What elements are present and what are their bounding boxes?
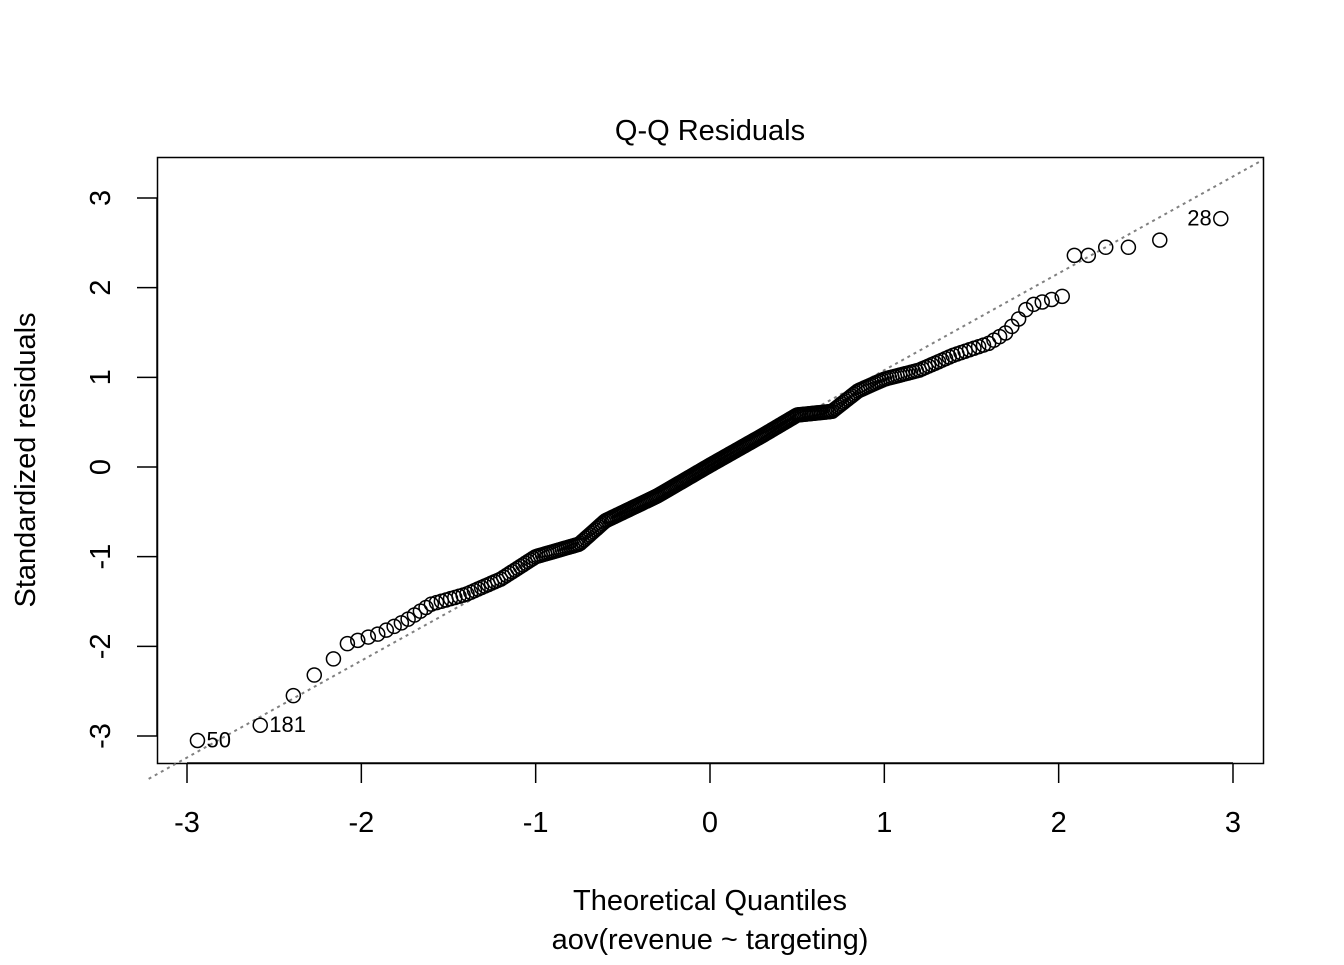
y-tick-label: 2	[85, 280, 117, 296]
qq-point	[339, 635, 356, 652]
qq-point	[1097, 239, 1114, 256]
qq-point	[386, 618, 402, 635]
qq-point	[252, 717, 268, 733]
qq-point	[1152, 232, 1168, 248]
y-tick-label: -2	[85, 633, 117, 659]
qq-point	[378, 622, 395, 638]
qq-point	[1018, 301, 1034, 318]
qq-point	[433, 593, 450, 610]
point-label-181: 181	[269, 712, 306, 737]
qq-point	[1213, 210, 1229, 227]
y-tick-label: -3	[85, 723, 117, 749]
x-axis-label: Theoretical Quantiles	[573, 885, 847, 917]
x-tick-label: -3	[174, 807, 200, 839]
x-tick-label: 1	[876, 807, 892, 839]
qq-point	[1034, 294, 1051, 310]
y-tick-label: 0	[85, 459, 117, 475]
x-tick-label: 2	[1051, 807, 1067, 839]
y-axis-label: Standardized residuals	[10, 312, 42, 607]
qq-point	[1080, 247, 1097, 264]
point-label-28: 28	[1187, 206, 1211, 231]
qq-point	[1043, 291, 1060, 308]
qq-point	[306, 667, 323, 683]
y-tick-label: 1	[85, 369, 117, 385]
x-tick-label: -1	[523, 807, 549, 839]
qq-point	[350, 632, 366, 649]
qq-point	[369, 626, 386, 642]
chart-title: Q-Q Residuals	[615, 115, 805, 147]
qq-point	[1054, 288, 1070, 305]
qq-point	[1066, 247, 1083, 264]
qq-point	[189, 732, 206, 749]
qq-point	[285, 687, 302, 704]
point-label-50: 50	[206, 727, 230, 752]
qq-point	[1025, 296, 1042, 313]
x-tick-label: -2	[348, 807, 374, 839]
y-tick-label: 3	[85, 190, 117, 206]
qq-point	[1120, 239, 1137, 256]
qq-point	[360, 629, 377, 645]
qq-point	[325, 651, 342, 667]
x-axis-sublabel: aov(revenue ~ targeting)	[552, 924, 869, 956]
y-tick-label: -1	[85, 544, 117, 570]
x-tick-label: 0	[702, 807, 718, 839]
x-tick-label: 3	[1225, 807, 1241, 839]
